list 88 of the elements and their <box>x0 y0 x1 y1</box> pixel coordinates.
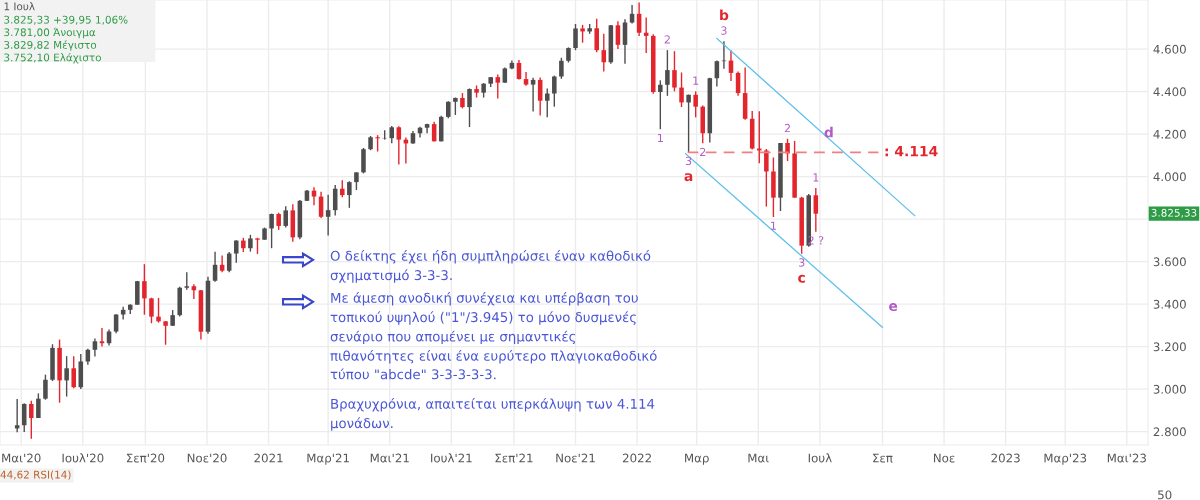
x-tick-label: 2023 <box>991 453 1020 463</box>
candlestick <box>559 57 564 80</box>
x-tick-label: 2021 <box>254 453 283 463</box>
annotation: c <box>798 274 805 283</box>
annotation: Ο δείκτης έχει ήδη συμπληρώσει έναν καθοδικό σχηματισμό 3-3-3. <box>330 250 651 283</box>
candlestick <box>396 125 402 166</box>
x-tick-label: Νοε'20 <box>187 453 227 463</box>
y-tick-label: 4.200 <box>1153 129 1186 139</box>
x-tick-label: Μαρ <box>685 453 709 465</box>
candlestick <box>530 77 536 113</box>
candlestick <box>29 400 34 440</box>
y-tick-label: 3.600 <box>1153 257 1186 267</box>
x-tick-label: 2022 <box>622 453 651 463</box>
annotation: b <box>720 9 729 21</box>
annotation: 2 <box>784 123 790 133</box>
x-tick-label: Μαι'20 <box>2 453 41 463</box>
x-tick-label: Σεπ'20 <box>126 453 165 463</box>
annotation: 3 <box>685 156 692 166</box>
candlestick <box>573 23 578 51</box>
candlestick <box>552 74 557 108</box>
y-tick-label: 4.600 <box>1153 44 1186 54</box>
x-tick-label: Μαρ'21 <box>307 453 349 465</box>
annotation: 1 <box>813 173 819 182</box>
annotation: e <box>889 303 898 312</box>
annotation: 2 <box>700 147 706 157</box>
annotation: 3 <box>798 258 805 267</box>
candlestick <box>665 49 670 97</box>
candlestick <box>64 355 69 398</box>
annotation: d <box>824 126 833 138</box>
candlestick <box>813 187 819 233</box>
x-tick-label: Ιουλ'21 <box>431 453 472 463</box>
candlestick <box>43 373 48 401</box>
candlestick <box>764 148 769 208</box>
annotation: 2 <box>664 35 670 44</box>
text: 50 <box>1158 490 1172 500</box>
candlestick <box>269 212 274 249</box>
text: 3.825,33 +39,95 1,06% 3.781,00 Άνοιγμα 3.829,82 Μέγιστο 3.752,10 Ελάχιστο <box>4 15 128 64</box>
annotation: 1 <box>658 133 663 142</box>
annotation: a <box>684 173 693 182</box>
candlestick <box>672 50 677 93</box>
chart-title: 1 Ιουλ <box>4 2 35 11</box>
annotation: : 4.114 <box>885 146 938 157</box>
annotation: Βραχυχρόνια, απαιτείται υπερκάλυψη των 4.114 μονάδων. <box>331 398 655 431</box>
candlestick <box>233 239 239 264</box>
y-tick-label: 2.800 <box>1153 427 1186 437</box>
y-tick-label: 4.000 <box>1153 172 1186 182</box>
candlestick <box>71 355 76 389</box>
annotation: 1 <box>771 221 776 230</box>
candlestick <box>156 297 161 324</box>
candlestick <box>615 20 621 50</box>
annotation: 2 ? <box>808 236 824 245</box>
candlestick <box>467 87 472 128</box>
y-tick-label: 3.200 <box>1153 342 1186 352</box>
y-tick-label: 3.400 <box>1153 299 1186 309</box>
candlestick <box>361 147 366 175</box>
x-tick-label: Νοε <box>933 453 955 463</box>
x-tick-label: Σεπ'21 <box>495 453 533 463</box>
candlestick <box>21 402 27 433</box>
x-tick-label: Μαι'21 <box>370 453 409 463</box>
candlestick <box>679 71 684 108</box>
text: 44,62 RSI(14) <box>0 470 71 480</box>
candlestick <box>495 73 501 100</box>
candlestick <box>347 180 352 209</box>
x-tick-label: Μαι'23 <box>1107 453 1146 463</box>
annotation: 1 <box>693 76 699 85</box>
candlestick <box>544 87 550 119</box>
candlestick <box>693 90 698 119</box>
candlestick <box>629 4 635 25</box>
x-tick-label: Ιουλ'20 <box>62 453 104 463</box>
candlestick <box>658 79 663 130</box>
candlestick <box>142 263 147 316</box>
candlestick <box>36 392 41 419</box>
y-tick-label: 4.400 <box>1153 87 1186 97</box>
candlestick <box>686 93 691 153</box>
candlestick <box>283 205 289 229</box>
x-tick-label: Μαρ'23 <box>1044 453 1087 465</box>
annotation: 3 <box>721 26 727 35</box>
text: 3.825,33 <box>1151 208 1197 218</box>
x-tick-label: Νοε'21 <box>556 453 595 463</box>
candlestick <box>163 320 168 346</box>
x-tick-label: Μαι <box>748 453 769 463</box>
candlestick <box>149 297 154 324</box>
candlestick <box>594 18 599 53</box>
x-tick-label: Ιουλ <box>808 453 832 463</box>
candlestick <box>325 193 331 237</box>
y-tick-label: 3.000 <box>1153 384 1186 394</box>
annotation: Με άμεση ανοδική συνέχεια και υπέρβαση του τοπικού υψηλού ("1"/3.945) το μόνο δυσμενές σενάριο που απομένει με σημαντικές πιθανότητες είναι ένα ευρύτερο πλαγιοκαθοδικό τύπου "abcde" 3-3-3-3-3. <box>330 292 657 380</box>
x-tick-label: Σεπ <box>873 453 893 463</box>
